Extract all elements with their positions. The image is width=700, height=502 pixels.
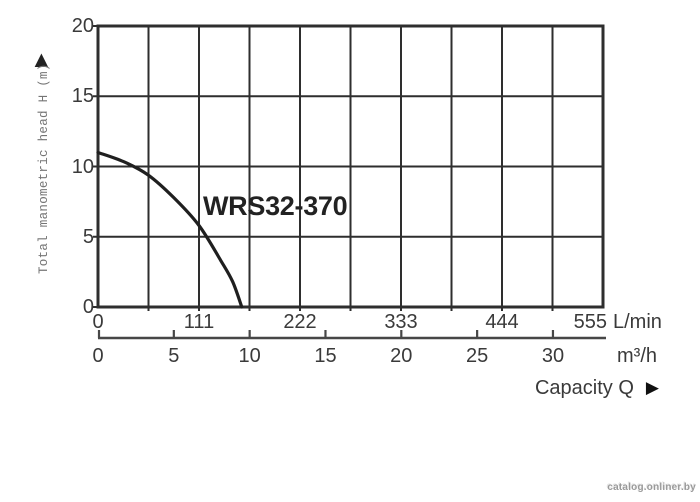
- lmin-tick-label: 222: [283, 311, 317, 333]
- m3h-tick-label: 25: [466, 345, 489, 367]
- up-arrow-icon: ▲: [30, 46, 53, 72]
- lmin-tick-label: 0: [92, 311, 104, 333]
- m3h-tick-label: 15: [314, 345, 337, 367]
- x-axis-title: Capacity Q ▶: [535, 378, 659, 398]
- lmin-tick-label: 111: [183, 311, 215, 333]
- x-axis-title-text: Capacity Q: [534, 377, 634, 399]
- y-tick-label: 15: [71, 85, 94, 108]
- series-label: WRS32-370: [203, 191, 348, 221]
- y-tick-label: 10: [71, 155, 94, 178]
- m3h-tick-label: 30: [541, 345, 565, 367]
- m3h-tick-label: 10: [238, 345, 261, 367]
- y-tick-label: 5: [82, 225, 94, 248]
- right-arrow-icon: ▶: [645, 378, 659, 397]
- watermark: catalog.onliner.by: [607, 482, 696, 493]
- plot-border: [96, 24, 605, 309]
- lmin-tick-label: 333: [384, 311, 418, 333]
- m3h-tick-label: 0: [92, 345, 104, 367]
- lmin-tick-label: 444: [485, 311, 519, 333]
- m3h-tick-label: 20: [390, 345, 413, 367]
- m3h-unit-label: m³/h: [617, 345, 657, 367]
- lmin-tick-label: 555: [573, 311, 607, 333]
- y-tick-label: 0: [82, 296, 94, 318]
- y-tick-label: 20: [71, 15, 94, 37]
- pump-curve: [96, 150, 244, 309]
- lmin-unit-label: L/min: [613, 311, 662, 333]
- m3h-tick-label: 5: [168, 345, 180, 367]
